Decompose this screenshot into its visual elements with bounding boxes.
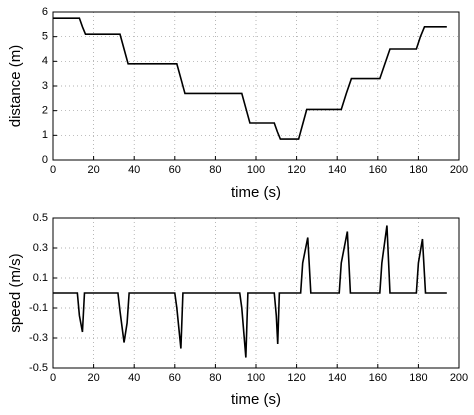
y-tick-label: -0.1	[29, 302, 48, 314]
x-tick-label: 200	[450, 372, 468, 384]
x-tick-label: 140	[328, 372, 346, 384]
x-tick-label: 100	[247, 372, 265, 384]
x-tick-label: 200	[450, 164, 468, 176]
x-tick-label: 120	[287, 372, 305, 384]
x-tick-label: 80	[209, 372, 221, 384]
x-tick-label: 180	[409, 164, 427, 176]
x-tick-label: 20	[87, 164, 99, 176]
y-tick-label: 3	[42, 80, 48, 92]
y-tick-label: 0.1	[33, 272, 48, 284]
y-tick-label: -0.5	[29, 362, 48, 374]
x-tick-label: 120	[287, 164, 305, 176]
x-tick-label: 180	[409, 372, 427, 384]
y-axis-label: distance (m)	[7, 45, 24, 128]
y-tick-label: 2	[42, 105, 48, 117]
data-line	[53, 17, 447, 140]
y-tick-label: 0	[42, 154, 48, 166]
y-tick-label: 0.5	[33, 212, 48, 224]
x-tick-label: 0	[50, 372, 56, 384]
x-tick-label: 60	[169, 164, 181, 176]
x-tick-label: 160	[369, 164, 387, 176]
y-tick-label: 1	[42, 129, 48, 141]
x-tick-label: 60	[169, 372, 181, 384]
x-tick-label: 160	[369, 372, 387, 384]
x-tick-label: 40	[128, 372, 140, 384]
y-axis-label: speed (m/s)	[7, 253, 24, 332]
y-tick-label: 5	[42, 31, 48, 43]
x-axis-label: time (s)	[231, 184, 281, 201]
x-tick-label: 0	[50, 164, 56, 176]
x-axis-label: time (s)	[231, 391, 281, 408]
data-line	[53, 225, 447, 358]
y-tick-label: 6	[42, 6, 48, 18]
y-tick-label: -0.3	[29, 332, 48, 344]
y-tick-label: 4	[42, 55, 48, 67]
x-tick-label: 20	[87, 372, 99, 384]
x-tick-label: 40	[128, 164, 140, 176]
plot-frame	[52, 11, 460, 161]
y-tick-label: 0.3	[33, 242, 48, 254]
x-tick-label: 100	[247, 164, 265, 176]
x-tick-label: 140	[328, 164, 346, 176]
x-tick-label: 80	[209, 164, 221, 176]
